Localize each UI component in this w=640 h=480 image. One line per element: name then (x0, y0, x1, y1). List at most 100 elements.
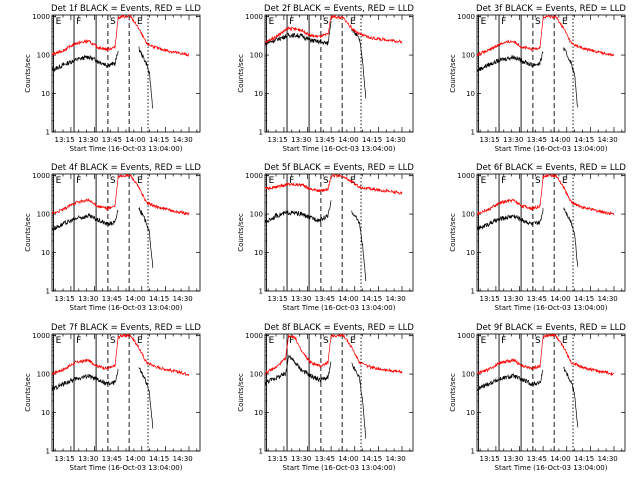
panel-title: Det 1f BLACK = Events, RED = LLD (51, 4, 201, 14)
marker-letter: F (76, 176, 81, 186)
y-tick-label: 100 (250, 371, 263, 379)
panel-2: Det 2f BLACK = Events, RED = LLD 1 10 100 10… (237, 4, 414, 153)
x-tick-label: 14:00 (550, 136, 570, 144)
marker-letter: E (350, 17, 356, 27)
marker-letter: E (56, 176, 62, 186)
y-tick-label: 1 (259, 288, 263, 296)
lld-series (477, 334, 615, 377)
marker-letter: S (323, 17, 329, 27)
events-series (52, 209, 119, 232)
lld-series (477, 174, 615, 216)
y-tick-label: 1 (259, 129, 263, 137)
y-tick-label: 1000 (457, 332, 475, 340)
x-tick-label: 14:30 (598, 455, 618, 463)
events-series (477, 208, 544, 232)
marker-letter: E (562, 176, 568, 186)
x-tick-label: 13:45 (102, 136, 122, 144)
x-tick-label: 13:45 (315, 295, 335, 303)
x-tick-label: 13:30 (291, 455, 311, 463)
x-tick-label: 14:15 (362, 455, 382, 463)
lld-series (52, 174, 190, 216)
marker-letter: E (481, 336, 487, 346)
x-tick-label: 13:15 (55, 295, 75, 303)
y-tick-label: 10 (466, 249, 475, 257)
events-series (477, 51, 544, 72)
lld-series (265, 174, 403, 195)
x-axis-label: Start Time (16-Oct-03 13:04:00) (70, 304, 183, 312)
panel-title: Det 3f BLACK = Events, RED = LLD (476, 4, 626, 14)
marker-letter: E (481, 17, 487, 27)
x-tick-label: 13:45 (527, 295, 547, 303)
x-tick-label: 13:30 (503, 455, 523, 463)
x-axis-label: Start Time (16-Oct-03 13:04:00) (495, 145, 608, 153)
y-tick-label: 100 (462, 211, 475, 219)
y-tick-label: 100 (37, 211, 50, 219)
y-axis-label: Counts/sec (24, 54, 32, 93)
panel-title: Det 5f BLACK = Events, RED = LLD (264, 163, 414, 173)
lld-series (52, 334, 190, 377)
x-axis-label: Start Time (16-Oct-03 13:04:00) (283, 145, 396, 153)
y-tick-label: 1 (46, 288, 50, 296)
lld-series (477, 15, 615, 58)
y-tick-label: 1000 (457, 172, 475, 180)
x-tick-label: 14:30 (386, 295, 406, 303)
events-series (138, 207, 154, 268)
x-axis-label: Start Time (16-Oct-03 13:04:00) (70, 145, 183, 153)
events-series (351, 362, 367, 439)
events-series (138, 46, 154, 109)
marker-letter: S (323, 176, 329, 186)
x-tick-label: 14:15 (362, 295, 382, 303)
events-series (351, 210, 367, 282)
x-tick-label: 13:45 (315, 455, 335, 463)
marker-letter: E (562, 17, 568, 27)
y-tick-label: 1000 (245, 172, 263, 180)
events-series (52, 50, 119, 73)
x-tick-label: 14:30 (173, 455, 193, 463)
events-series (563, 366, 579, 428)
marker-letter: F (501, 176, 506, 186)
x-tick-label: 13:30 (291, 136, 311, 144)
panel-title: Det 9f BLACK = Events, RED = LLD (476, 323, 626, 333)
x-tick-label: 13:15 (55, 455, 75, 463)
x-axis-label: Start Time (16-Oct-03 13:04:00) (495, 464, 608, 472)
y-axis-label: Counts/sec (449, 373, 457, 412)
x-tick-label: 13:15 (480, 455, 500, 463)
y-tick-label: 100 (250, 211, 263, 219)
y-axis-label: Counts/sec (449, 213, 457, 252)
y-tick-label: 1 (259, 448, 263, 456)
marker-letter: E (269, 336, 275, 346)
y-tick-label: 10 (254, 90, 263, 98)
panel-title: Det 2f BLACK = Events, RED = LLD (264, 4, 414, 14)
panel-title: Det 4f BLACK = Events, RED = LLD (51, 163, 201, 173)
marker-letter: S (110, 17, 116, 27)
marker-letter: E (56, 336, 62, 346)
panel-1: Det 1f BLACK = Events, RED = LLD 1 10 100 10… (24, 4, 201, 153)
events-series (351, 28, 367, 99)
x-axis-label: Start Time (16-Oct-03 13:04:00) (283, 464, 396, 472)
x-tick-label: 14:00 (125, 136, 145, 144)
y-tick-label: 100 (37, 52, 50, 60)
marker-letter: E (137, 336, 143, 346)
x-tick-label: 14:30 (173, 136, 193, 144)
x-tick-label: 14:30 (173, 295, 193, 303)
x-axis-label: Start Time (16-Oct-03 13:04:00) (70, 464, 183, 472)
x-tick-label: 14:00 (338, 136, 358, 144)
y-tick-label: 1000 (32, 13, 50, 21)
y-tick-label: 1 (471, 288, 475, 296)
marker-letter: E (269, 17, 275, 27)
x-tick-label: 14:00 (550, 295, 570, 303)
panel-7: Det 7f BLACK = Events, RED = LLD 1 10 100 10… (24, 323, 201, 472)
marker-letter: F (76, 336, 81, 346)
y-tick-label: 100 (462, 52, 475, 60)
x-tick-label: 13:45 (527, 136, 547, 144)
marker-letter: E (562, 336, 568, 346)
y-tick-label: 10 (41, 249, 50, 257)
marker-letter: F (501, 17, 506, 27)
events-series (563, 47, 579, 108)
y-axis-label: Counts/sec (237, 373, 245, 412)
marker-letter: F (289, 336, 294, 346)
x-tick-label: 14:15 (574, 136, 594, 144)
x-tick-label: 14:15 (362, 136, 382, 144)
x-tick-label: 14:15 (149, 295, 169, 303)
